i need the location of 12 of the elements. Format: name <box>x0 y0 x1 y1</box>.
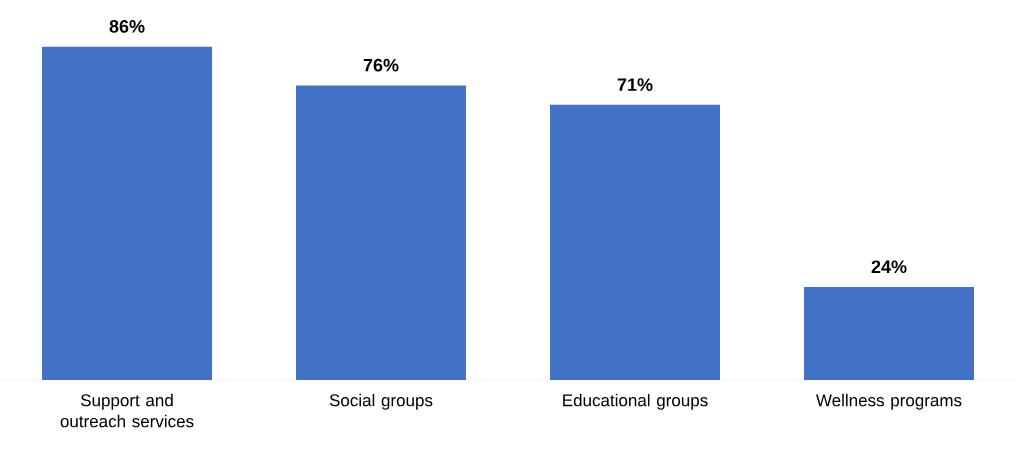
x-tick-label: Social groups <box>329 393 433 410</box>
data-label: 86% <box>109 20 145 33</box>
x-tick-label: Wellness programs <box>816 393 962 410</box>
data-label: 76% <box>363 58 399 72</box>
x-tick-label: Educational groups <box>563 393 708 410</box>
x-tick-label: Support and outreach services <box>60 393 194 428</box>
bar <box>804 286 974 380</box>
bar <box>550 104 720 380</box>
data-label: 71% <box>617 78 653 91</box>
bar <box>42 46 213 380</box>
bar <box>296 85 467 380</box>
data-label: 24% <box>871 260 907 274</box>
